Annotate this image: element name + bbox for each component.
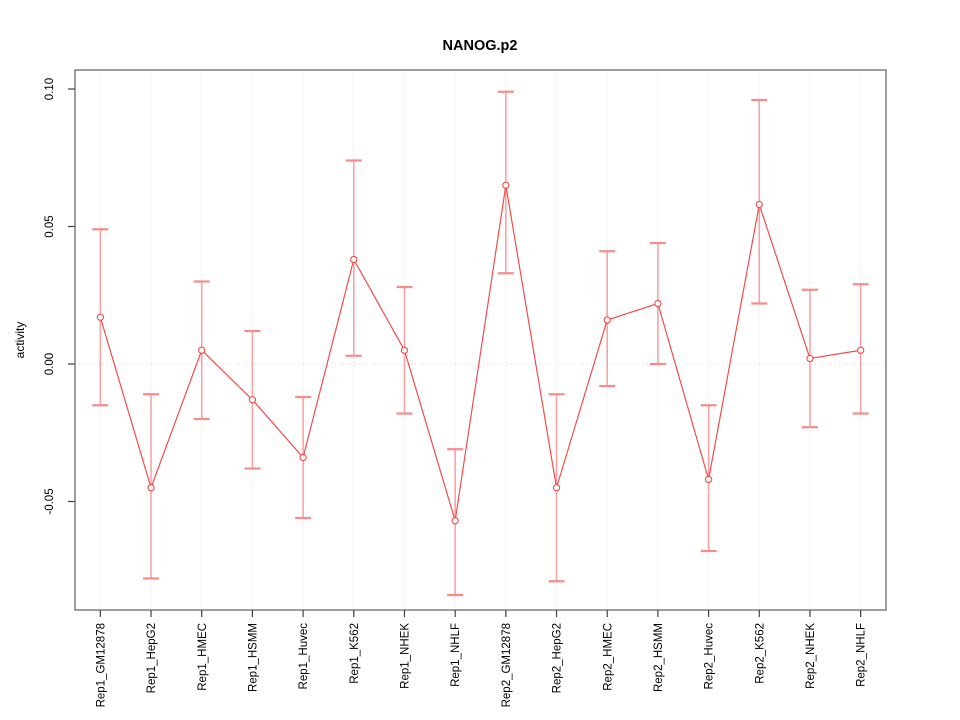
y-axis-label: activity: [13, 322, 27, 359]
data-point: [299, 453, 307, 462]
x-tick-label: Rep1_HepG2: [146, 623, 158, 693]
x-tick-label: Rep1_K562: [349, 623, 361, 684]
x-tick-label: Rep2_GM12878: [501, 623, 513, 707]
data-point: [198, 346, 206, 354]
x-tick-label: Rep2_NHEK: [805, 623, 817, 689]
y-tick-label: 0.10: [44, 78, 56, 100]
data-point: [704, 475, 713, 484]
x-tick-label: Rep1_GM12878: [95, 623, 107, 707]
data-point: [147, 484, 155, 492]
data-point: [248, 396, 257, 404]
x-tick-label: Rep1_NHLF: [450, 623, 462, 687]
x-tick-label: Rep2_NHLF: [856, 623, 868, 687]
y-tick-label: 0.05: [44, 215, 56, 237]
x-tick-label: Rep2_HMEC: [602, 623, 614, 691]
data-point: [451, 517, 459, 525]
plot-area: -0.05 0.00 0.05 0.10 Rep1_GM12878 Rep1_HepG2 R…: [44, 69, 887, 707]
chart-title: NANOG.p2: [443, 38, 518, 54]
data-point: [806, 354, 814, 363]
data-point: [603, 316, 611, 324]
x-tick-label: Rep1_HMEC: [197, 623, 209, 691]
x-tick-label: Rep1_NHEK: [399, 623, 411, 689]
data-point: [755, 200, 763, 209]
data-point: [552, 484, 561, 492]
x-tick-label: Rep2_K562: [754, 623, 766, 684]
plot-frame: [74, 69, 887, 611]
x-tick-label: Rep1_HSMM: [247, 623, 259, 692]
y-tick-label: 0.00: [44, 353, 56, 375]
data-point: [502, 181, 510, 189]
x-tick-label: Rep2_HSMM: [653, 623, 665, 692]
data-point: [654, 299, 662, 308]
series-line: [99, 185, 861, 521]
x-tick-label: Rep2_Huvec: [704, 623, 716, 690]
data-point: [96, 313, 104, 321]
data-point: [400, 346, 409, 354]
data-point: [857, 346, 865, 354]
data-point: [350, 255, 358, 264]
x-tick-label: Rep1_Huvec: [298, 623, 310, 690]
y-tick-label: -0.05: [44, 488, 56, 514]
x-tick-label: Rep2_HepG2: [552, 623, 564, 693]
